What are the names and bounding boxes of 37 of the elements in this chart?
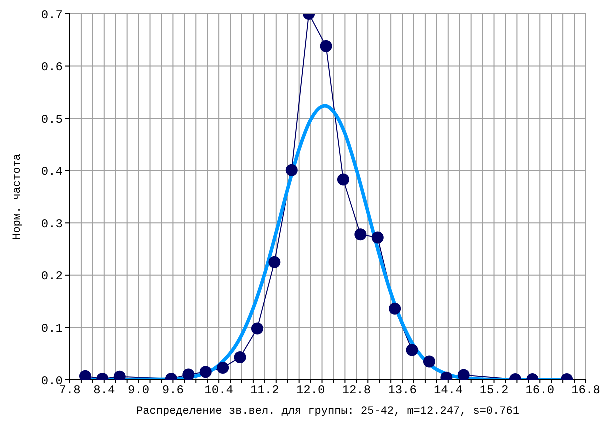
point <box>389 302 402 315</box>
x-tick-label: 16.8 <box>572 384 600 398</box>
x-tick-label: 12.0 <box>296 384 326 398</box>
y-tick-label: 0.3 <box>41 217 63 232</box>
point <box>234 352 246 364</box>
point <box>458 369 470 380</box>
y-tick-label: 0.2 <box>41 270 63 284</box>
point <box>182 368 195 380</box>
point <box>320 40 332 52</box>
y-axis-title: Норм. частота <box>12 154 24 240</box>
point <box>217 362 230 374</box>
x-tick-label: 14.4 <box>434 384 463 398</box>
x-tick-label: 9.0 <box>128 384 150 398</box>
x-tick-label: 16.0 <box>526 384 555 398</box>
x-tick-label: 13.6 <box>388 384 417 398</box>
point <box>79 370 92 380</box>
x-tick-label: 10.4 <box>204 384 234 398</box>
x-tick-label: 11.2 <box>250 384 280 398</box>
y-tick-label: 0.1 <box>41 322 63 336</box>
x-tick-label: 8.4 <box>94 384 116 398</box>
y-tick-label: 0.7 <box>41 8 63 22</box>
y-tick-label: 0.5 <box>41 112 63 127</box>
point <box>406 344 418 356</box>
point <box>372 232 384 244</box>
point <box>337 174 350 186</box>
x-tick-label: 12.8 <box>342 384 372 398</box>
y-tick-label: 0.4 <box>41 165 63 180</box>
x-tick-label: 9.6 <box>162 384 184 398</box>
point <box>268 256 281 268</box>
point <box>423 356 436 368</box>
point <box>200 366 212 378</box>
point <box>251 322 264 335</box>
x-tick-label: 15.2 <box>480 384 509 398</box>
point <box>354 228 367 241</box>
x-axis-title: Распределение зв.вел. для группы: 25-42, m=12.247, s=0.761 <box>136 406 520 418</box>
y-tick-label: 0.6 <box>41 60 63 75</box>
point <box>286 164 298 176</box>
